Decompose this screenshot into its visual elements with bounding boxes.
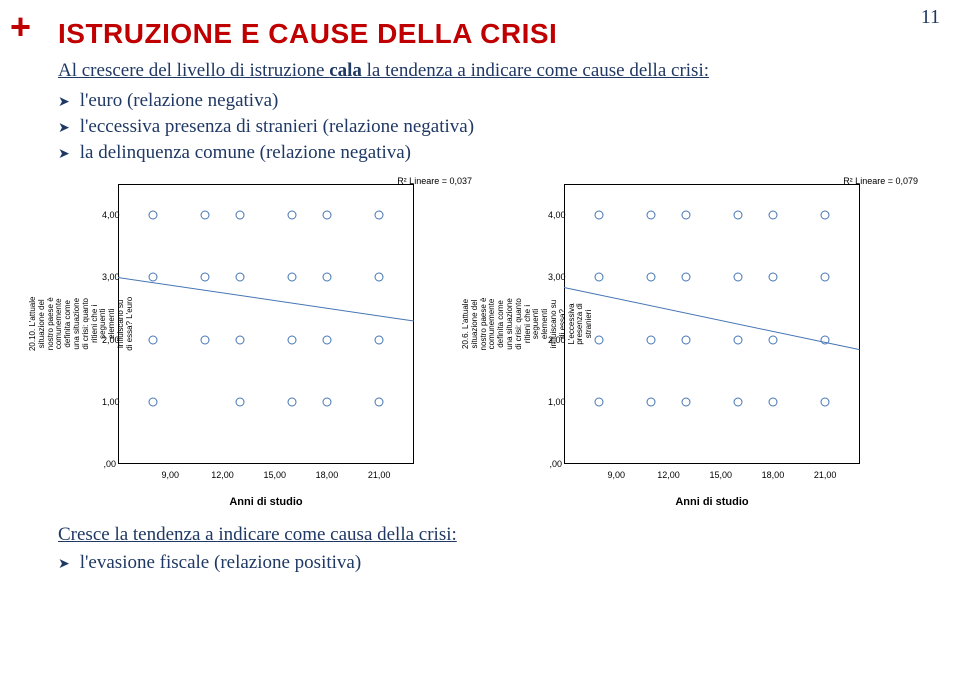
chart-point <box>734 211 743 220</box>
scatter-chart-stranieri: 20.6. L'attuale situazione del nostro pa… <box>504 174 920 514</box>
chart-xtick: 18,00 <box>762 470 785 480</box>
chart-r2: R² Lineare = 0,037 <box>397 176 472 186</box>
chart-ylabel: 20.10. L'attuale situazione del nostro p… <box>54 184 110 464</box>
chart-point <box>647 335 656 344</box>
chart-point <box>201 211 210 220</box>
chart-ytick: 3,00 <box>548 272 562 282</box>
subtitle: Al crescere del livello di istruzione ca… <box>58 60 920 82</box>
chart-r2: R² Lineare = 0,079 <box>843 176 918 186</box>
bullet-text: l'evasione fiscale (relazione positiva) <box>80 552 361 574</box>
chart-ytick: 2,00 <box>102 335 116 345</box>
footer-line: Cresce la tendenza a indicare come causa… <box>58 524 920 546</box>
chart-point <box>734 397 743 406</box>
chart-point <box>681 211 690 220</box>
chart-point <box>681 335 690 344</box>
chart-point <box>375 397 384 406</box>
chart-point <box>148 273 157 282</box>
chart-xtick: 12,00 <box>211 470 234 480</box>
chart-xtick: 15,00 <box>709 470 732 480</box>
chart-point <box>235 335 244 344</box>
chart-point <box>235 211 244 220</box>
chart-point <box>821 397 830 406</box>
chart-ytick: 2,00 <box>548 335 562 345</box>
chart-xtick: 12,00 <box>657 470 680 480</box>
chart-plotbox <box>564 184 860 464</box>
bullet-arrow-icon: ➤ <box>58 94 70 111</box>
plus-decoration: + <box>10 6 31 48</box>
chart-point <box>288 273 297 282</box>
chart-point <box>375 273 384 282</box>
chart-ylabel: 20.6. L'attuale situazione del nostro pa… <box>500 184 556 464</box>
bullet-text: l'euro (relazione negativa) <box>80 90 279 112</box>
bullet-arrow-icon: ➤ <box>58 556 70 573</box>
chart-point <box>322 273 331 282</box>
chart-point <box>681 273 690 282</box>
page-title: ISTRUZIONE E CAUSE DELLA CRISI <box>58 18 920 50</box>
chart-point <box>821 273 830 282</box>
chart-ytick: 1,00 <box>102 397 116 407</box>
bullet-arrow-icon: ➤ <box>58 120 70 137</box>
chart-point <box>235 397 244 406</box>
chart-point <box>768 397 777 406</box>
chart-point <box>375 211 384 220</box>
scatter-chart-euro: 20.10. L'attuale situazione del nostro p… <box>58 174 474 514</box>
subtitle-post: la tendenza a indicare come cause della … <box>362 60 709 81</box>
chart-ytick: ,00 <box>548 459 562 469</box>
chart-ytick: ,00 <box>102 459 116 469</box>
chart-point <box>148 335 157 344</box>
chart-point <box>594 335 603 344</box>
bullet-arrow-icon: ➤ <box>58 146 70 163</box>
bullet-item: ➤ l'evasione fiscale (relazione positiva) <box>58 552 920 574</box>
chart-xtick: 21,00 <box>368 470 391 480</box>
chart-plotbox <box>118 184 414 464</box>
chart-point <box>235 273 244 282</box>
chart-point <box>148 397 157 406</box>
chart-point <box>288 397 297 406</box>
chart-point <box>768 273 777 282</box>
chart-point <box>594 273 603 282</box>
chart-point <box>734 273 743 282</box>
chart-ytick: 3,00 <box>102 272 116 282</box>
bullet-item: ➤ la delinquenza comune (relazione negati… <box>58 142 920 164</box>
chart-xtick: 18,00 <box>316 470 339 480</box>
subtitle-pre: Al crescere del livello di istruzione <box>58 60 329 81</box>
chart-point <box>148 211 157 220</box>
chart-point <box>768 335 777 344</box>
chart-point <box>734 335 743 344</box>
chart-point <box>681 397 690 406</box>
chart-ytick: 1,00 <box>548 397 562 407</box>
chart-point <box>322 335 331 344</box>
chart-point <box>375 335 384 344</box>
chart-ytick: 4,00 <box>548 210 562 220</box>
chart-xtick: 9,00 <box>607 470 625 480</box>
chart-point <box>768 211 777 220</box>
bullet-item: ➤ l'euro (relazione negativa) <box>58 90 920 112</box>
subtitle-bold: cala <box>329 60 362 81</box>
bullet-item: ➤ l'eccessiva presenza di stranieri (rela… <box>58 116 920 138</box>
chart-point <box>821 211 830 220</box>
chart-point <box>594 211 603 220</box>
chart-point <box>288 335 297 344</box>
footer-block: Cresce la tendenza a indicare come causa… <box>58 524 920 574</box>
chart-point <box>647 397 656 406</box>
chart-point <box>594 397 603 406</box>
bullet-list: ➤ l'euro (relazione negativa) ➤ l'eccessiv… <box>58 90 920 164</box>
chart-xtick: 15,00 <box>263 470 286 480</box>
chart-xtick: 9,00 <box>161 470 179 480</box>
chart-point <box>647 211 656 220</box>
chart-point <box>201 335 210 344</box>
chart-point <box>322 397 331 406</box>
chart-point <box>322 211 331 220</box>
chart-xtick: 21,00 <box>814 470 837 480</box>
chart-point <box>288 211 297 220</box>
bullet-text: l'eccessiva presenza di stranieri (relaz… <box>80 116 474 138</box>
page-number: 11 <box>921 6 940 29</box>
chart-point <box>647 273 656 282</box>
chart-point <box>201 273 210 282</box>
chart-xlabel: Anni di studio <box>118 496 414 508</box>
bullet-text: la delinquenza comune (relazione negativ… <box>80 142 411 164</box>
chart-ytick: 4,00 <box>102 210 116 220</box>
chart-xlabel: Anni di studio <box>564 496 860 508</box>
